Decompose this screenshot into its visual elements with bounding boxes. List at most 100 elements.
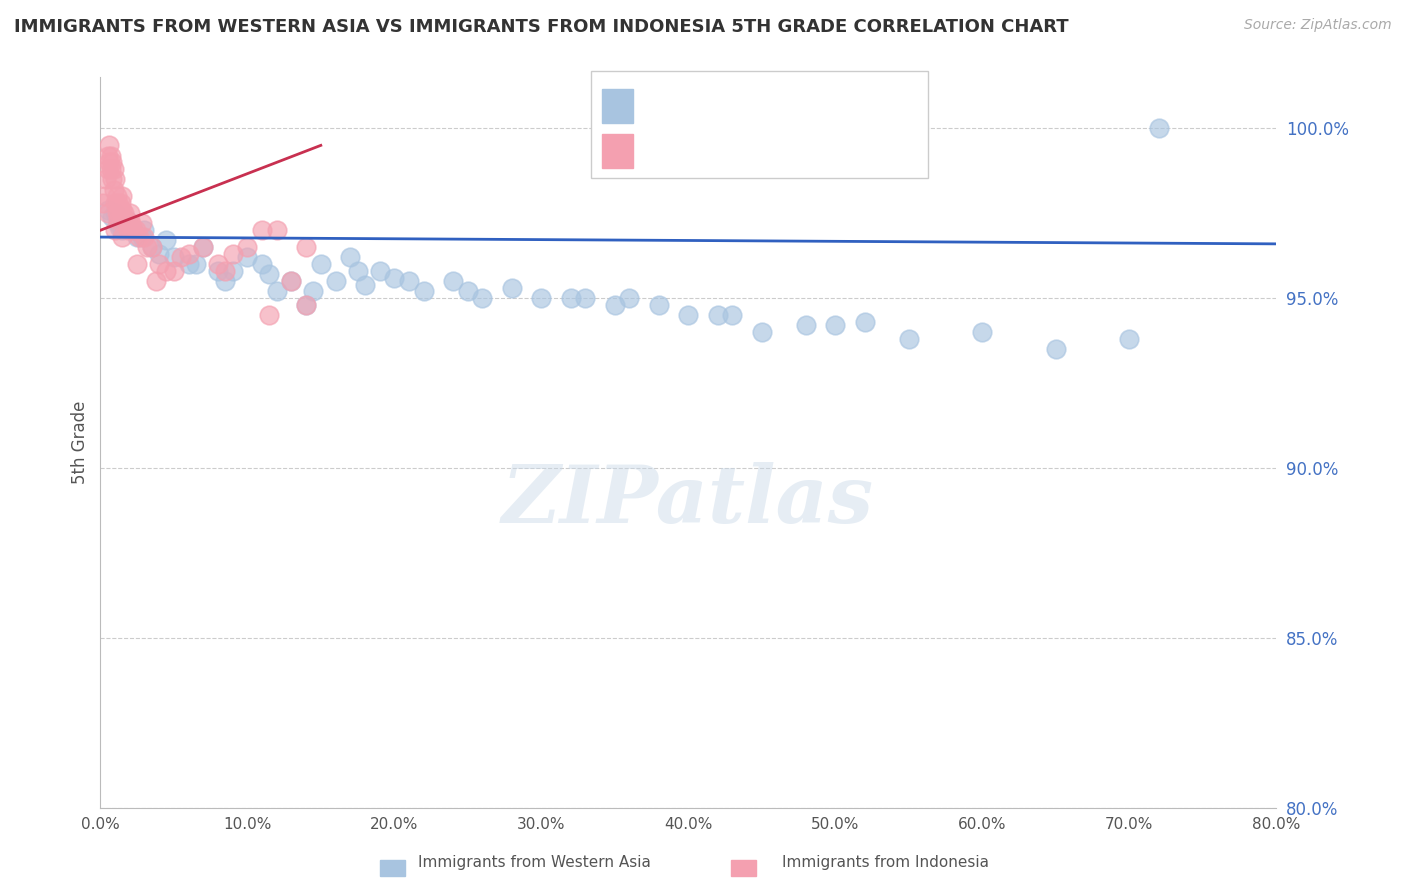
Point <box>853 315 876 329</box>
Point <box>193 240 215 254</box>
Point <box>221 264 243 278</box>
Point <box>121 223 143 237</box>
Point <box>148 257 170 271</box>
Point <box>471 291 494 305</box>
Point <box>619 291 641 305</box>
Point <box>794 318 817 333</box>
Point <box>114 213 136 227</box>
Point <box>207 257 229 271</box>
Point <box>121 223 143 237</box>
Point <box>100 162 122 177</box>
Point <box>108 206 131 220</box>
Point <box>382 270 405 285</box>
Text: -0.008: -0.008 <box>693 94 758 112</box>
Point <box>170 251 193 265</box>
Point <box>141 240 163 254</box>
Y-axis label: 5th Grade: 5th Grade <box>72 401 89 484</box>
Point <box>111 230 134 244</box>
Point <box>117 223 139 237</box>
Point <box>266 223 288 237</box>
Point <box>97 202 120 217</box>
Point <box>98 155 121 169</box>
Point <box>648 298 671 312</box>
Point <box>97 148 120 162</box>
Point <box>103 162 125 177</box>
Point <box>603 298 626 312</box>
Point <box>101 155 124 169</box>
Point <box>111 223 134 237</box>
Point <box>325 274 347 288</box>
Point <box>120 217 142 231</box>
Point <box>214 264 236 278</box>
Point <box>101 172 124 186</box>
Point <box>104 172 127 186</box>
Point <box>266 285 288 299</box>
Point <box>295 298 318 312</box>
Point <box>721 308 744 322</box>
Text: IMMIGRANTS FROM WESTERN ASIA VS IMMIGRANTS FROM INDONESIA 5TH GRADE CORRELATION : IMMIGRANTS FROM WESTERN ASIA VS IMMIGRAN… <box>14 18 1069 36</box>
Point <box>412 285 434 299</box>
Point <box>104 196 127 211</box>
Point <box>107 213 129 227</box>
Point <box>118 219 141 234</box>
Point <box>131 230 153 244</box>
Point <box>107 217 129 231</box>
Point <box>91 196 114 211</box>
Point <box>706 308 728 322</box>
Point <box>295 240 318 254</box>
Text: N = 59: N = 59 <box>785 138 852 156</box>
Point <box>111 189 134 203</box>
Point <box>127 257 149 271</box>
Point <box>110 196 132 211</box>
Point <box>127 230 149 244</box>
Point <box>295 298 318 312</box>
Point <box>214 274 236 288</box>
Point <box>110 206 132 220</box>
Point <box>501 281 523 295</box>
Point <box>280 274 302 288</box>
Point <box>259 308 281 322</box>
Point <box>560 291 582 305</box>
Point <box>441 274 464 288</box>
Text: R =: R = <box>644 94 683 112</box>
Text: R =: R = <box>644 138 683 156</box>
Text: Immigrants from Indonesia: Immigrants from Indonesia <box>782 855 990 870</box>
Point <box>676 308 699 322</box>
Point <box>105 189 128 203</box>
Point <box>111 202 134 217</box>
Text: Immigrants from Western Asia: Immigrants from Western Asia <box>418 855 651 870</box>
Point <box>104 206 127 220</box>
Text: N = 60: N = 60 <box>785 94 852 112</box>
Text: Source: ZipAtlas.com: Source: ZipAtlas.com <box>1244 18 1392 32</box>
Point <box>574 291 596 305</box>
Point <box>398 274 420 288</box>
Point <box>134 230 156 244</box>
Point <box>118 217 141 231</box>
Point <box>134 223 156 237</box>
Point <box>1147 121 1170 136</box>
Point <box>101 210 124 224</box>
Point <box>339 251 361 265</box>
Point <box>751 325 773 339</box>
Point <box>112 206 135 220</box>
Point <box>177 257 200 271</box>
Point <box>145 274 167 288</box>
Point <box>177 247 200 261</box>
Point <box>103 182 125 196</box>
Point <box>104 223 127 237</box>
Point <box>100 148 122 162</box>
Point <box>96 172 118 186</box>
Point <box>207 264 229 278</box>
Point <box>128 230 150 244</box>
Point <box>457 285 479 299</box>
Point <box>280 274 302 288</box>
Point <box>250 223 273 237</box>
Point <box>155 264 177 278</box>
Point <box>148 247 170 261</box>
Point <box>236 240 259 254</box>
Point <box>108 219 131 234</box>
Point <box>97 162 120 177</box>
Point <box>824 318 846 333</box>
Point <box>155 234 177 248</box>
Text: 0.401: 0.401 <box>693 138 749 156</box>
